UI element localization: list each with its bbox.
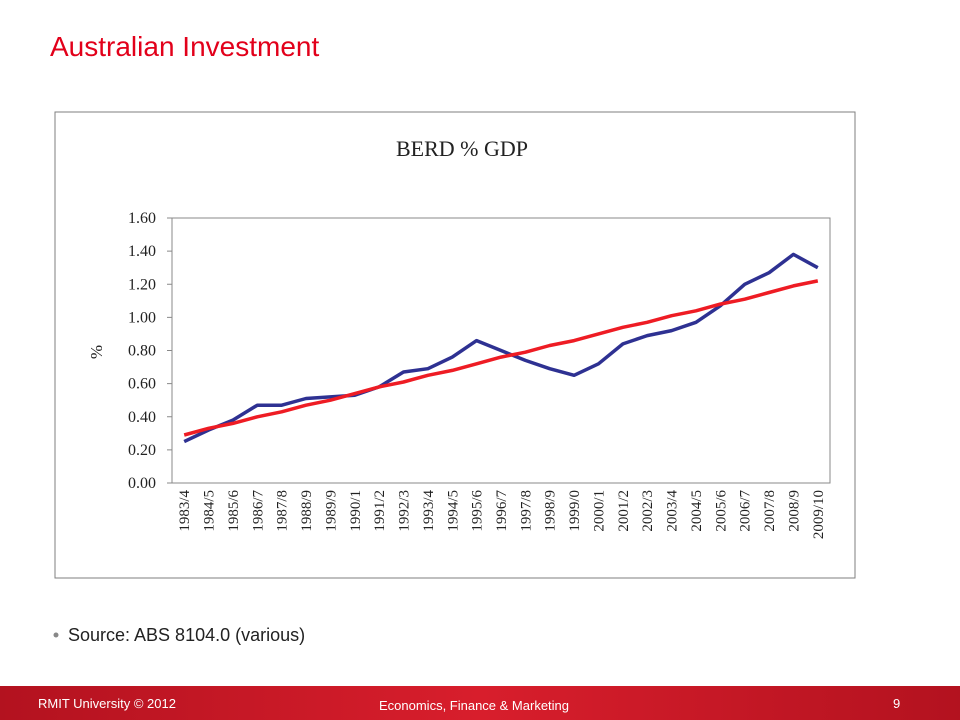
- x-tick-label: 2004/5: [689, 490, 705, 532]
- y-tick-label: 0.20: [128, 442, 156, 459]
- x-tick-label: 1986/7: [250, 490, 266, 532]
- y-tick-label: 0.80: [128, 343, 156, 360]
- slide-title: Australian Investment: [50, 31, 319, 62]
- y-tick-label: 0.00: [128, 475, 156, 492]
- plot: 0.00 0.20 0.40 0.60 0.80 1.00 1.20 1.40 1.60 1983…: [128, 210, 827, 539]
- x-tick-label: 1995/6: [470, 490, 486, 532]
- x-tick-label: 2008/9: [786, 490, 802, 532]
- bullet-text: Source: ABS 8104.0 (various): [68, 625, 305, 645]
- x-tick-label: 2000/1: [591, 490, 607, 532]
- y-tick-label: 1.20: [128, 276, 156, 293]
- x-tick-label: 1998/9: [543, 490, 559, 532]
- y-tick-label: 0.60: [128, 376, 156, 393]
- x-tick-label: 1999/0: [567, 490, 583, 532]
- x-tick-label: 2003/4: [665, 490, 681, 532]
- x-tick-label: 1991/2: [372, 490, 388, 532]
- x-tick-label: 1983/4: [177, 490, 193, 532]
- page-number: 9: [893, 696, 900, 711]
- x-tick-label: 1989/9: [323, 490, 339, 532]
- footer-bar: [0, 686, 960, 720]
- y-tick-label: 1.40: [128, 243, 156, 260]
- x-tick-label: 1993/4: [421, 490, 437, 532]
- x-tick-label: 2009/10: [811, 490, 827, 539]
- x-tick-label: 1985/6: [226, 490, 242, 532]
- chart-frame: [54, 111, 856, 579]
- x-tick-label: 1988/9: [299, 490, 315, 532]
- x-tick-label: 2002/3: [640, 490, 656, 532]
- y-tick-label: 1.00: [128, 309, 156, 326]
- footer-center: Economics, Finance & Marketing: [379, 698, 569, 713]
- x-tick-label: 2007/8: [762, 490, 778, 532]
- y-axis-label: %: [87, 345, 106, 359]
- chart-title: BERD % GDP: [396, 136, 528, 161]
- x-tick-label: 1994/5: [445, 490, 461, 532]
- x-tick-label: 1984/5: [202, 490, 218, 532]
- x-tick-label: 1997/8: [518, 490, 534, 532]
- footer-left: RMIT University © 2012: [38, 696, 176, 711]
- x-tick-label: 1992/3: [397, 490, 413, 532]
- x-tick-label: 1996/7: [494, 490, 510, 532]
- x-tick-label: 2006/7: [738, 490, 754, 532]
- x-tick-label: 1987/8: [275, 490, 291, 532]
- x-tick-label: 2005/6: [713, 490, 729, 532]
- bullet-dot: [53, 632, 59, 638]
- y-tick-label: 0.40: [128, 409, 156, 426]
- x-tick-label: 2001/2: [616, 490, 632, 532]
- y-tick-label: 1.60: [128, 210, 156, 227]
- series-line: [183, 279, 819, 437]
- series-line: [183, 252, 819, 444]
- x-tick-label: 1990/1: [348, 490, 364, 532]
